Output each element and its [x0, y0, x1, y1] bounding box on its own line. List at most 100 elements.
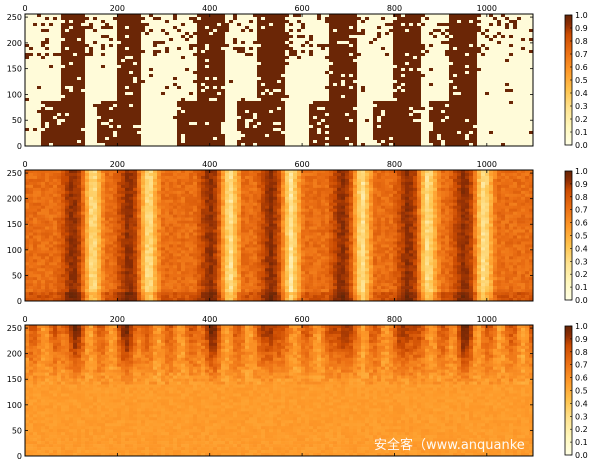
heatmap-cell [105, 83, 110, 87]
heatmap-cell [521, 71, 526, 75]
heatmap-cell [289, 38, 294, 42]
heatmap-cell [345, 101, 350, 105]
heatmap-cell [461, 125, 466, 129]
heatmap-cell [361, 23, 366, 27]
heatmap-cell [205, 59, 210, 63]
heatmap-cell [473, 62, 478, 66]
heatmap-cell [73, 101, 78, 105]
heatmap-cell [333, 107, 338, 111]
heatmap-cell [289, 101, 294, 105]
heatmap-cell [293, 77, 298, 81]
heatmap-cell [89, 50, 94, 54]
heatmap-cell [497, 17, 502, 21]
heatmap-cell [73, 98, 78, 102]
heatmap-cell [389, 26, 394, 30]
heatmap-cell [93, 38, 98, 42]
heatmap-cell [365, 50, 370, 54]
heatmap-cell [85, 125, 90, 129]
heatmap-cell [433, 68, 438, 72]
heatmap-cell [289, 74, 294, 78]
heatmap-cell [117, 83, 122, 87]
heatmap-cell [309, 32, 314, 36]
heatmap-cell [481, 125, 486, 129]
heatmap-cell [289, 110, 294, 114]
heatmap-cell [185, 110, 190, 114]
heatmap-cell [81, 35, 86, 39]
heatmap-cell [29, 74, 34, 78]
heatmap-cell [165, 50, 170, 54]
heatmap-cell [221, 86, 226, 90]
heatmap-cell [501, 107, 506, 111]
heatmap-cell [253, 71, 258, 75]
heatmap-cell [361, 17, 366, 21]
heatmap-cell [409, 104, 414, 108]
heatmap-cell [249, 113, 254, 117]
heatmap-cell [425, 23, 430, 27]
heatmap-cell [161, 56, 166, 60]
heatmap-cell [121, 77, 126, 81]
heatmap-cell [485, 107, 490, 111]
heatmap-cell [405, 116, 410, 120]
heatmap-cell [285, 122, 290, 126]
heatmap-cell [133, 29, 138, 33]
heatmap-cell [365, 92, 370, 96]
heatmap-cell [197, 14, 202, 18]
heatmap-cell [365, 104, 370, 108]
heatmap-cell [425, 47, 430, 51]
heatmap-cell [433, 44, 438, 48]
heatmap-cell [253, 74, 258, 78]
heatmap-cell [153, 62, 158, 66]
heatmap-cell [509, 59, 514, 63]
heatmap-cell [497, 95, 502, 99]
heatmap-cell [461, 80, 466, 84]
heatmap-cell [201, 92, 206, 96]
heatmap-cell [137, 74, 142, 78]
heatmap-cell [501, 71, 506, 75]
heatmap-cell [265, 101, 270, 105]
heatmap-cell [81, 113, 86, 117]
heatmap-cell [197, 98, 202, 102]
heatmap-cell [333, 89, 338, 93]
heatmap-cell [477, 14, 482, 18]
heatmap-cell [397, 32, 402, 36]
heatmap-cell [73, 119, 78, 123]
heatmap-cell [529, 56, 534, 60]
heatmap-cell [125, 83, 130, 87]
heatmap-cell [333, 86, 338, 90]
heatmap-cell [169, 116, 174, 120]
heatmap-cell [437, 119, 442, 123]
heatmap-cell [45, 20, 50, 24]
heatmap-cell [305, 50, 310, 54]
heatmap-cell [33, 131, 38, 135]
heatmap-cell [225, 50, 230, 54]
heatmap-cell [289, 80, 294, 84]
heatmap-cell [377, 95, 382, 99]
heatmap-cell [229, 47, 234, 51]
heatmap-cell [481, 68, 486, 72]
heatmap-cell [265, 59, 270, 63]
heatmap-cell [273, 122, 278, 126]
heatmap-cell [221, 26, 226, 30]
heatmap-cell [77, 68, 82, 72]
heatmap-cell [465, 86, 470, 90]
heatmap-cell [301, 89, 306, 93]
heatmap-cell [77, 32, 82, 36]
heatmap-cell [473, 101, 478, 105]
heatmap-cell [285, 80, 290, 84]
heatmap-cell [49, 32, 54, 36]
heatmap-cell [357, 14, 362, 18]
heatmap-cell [173, 74, 178, 78]
heatmap-cell [213, 17, 218, 21]
heatmap-cell [325, 44, 330, 48]
heatmap-cell [473, 107, 478, 111]
heatmap-cell [113, 116, 118, 120]
heatmap-cell [33, 116, 38, 120]
heatmap-cell [201, 125, 206, 129]
heatmap-cell [89, 116, 94, 120]
heatmap-cell [245, 29, 250, 33]
heatmap-cell [349, 32, 354, 36]
heatmap-cell [205, 98, 210, 102]
heatmap-cell [433, 92, 438, 96]
heatmap-cell [89, 14, 94, 18]
heatmap-cell [193, 65, 198, 69]
